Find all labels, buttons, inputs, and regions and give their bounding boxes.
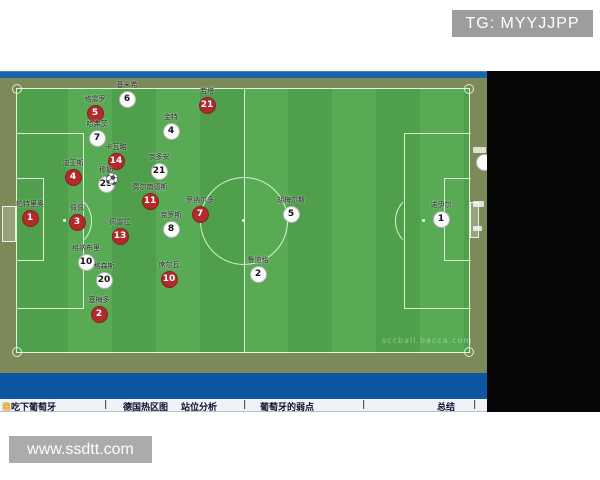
player-name-label: 费尔南德斯 bbox=[132, 182, 168, 191]
player-name-label: 诺伊尔 bbox=[430, 200, 452, 209]
penalty-box-right bbox=[404, 133, 471, 309]
player-marker-portugal-14: 14 卡瓦略 bbox=[106, 143, 127, 170]
player-name-label: 迪亚斯 bbox=[62, 158, 84, 167]
video-bottom-bar bbox=[0, 373, 487, 399]
player-marker-cutoff bbox=[475, 153, 487, 171]
corner-arc bbox=[464, 84, 474, 94]
player-marker-portugal-1: 1 帕特里奥 bbox=[16, 200, 44, 227]
goal-area-left bbox=[17, 178, 44, 261]
player-marker-portugal-21: 21 若塔 bbox=[198, 87, 216, 114]
player-marker-germany-1: 1 诺伊尔 bbox=[431, 201, 452, 228]
corner-arc bbox=[12, 347, 22, 357]
player-name-label: 卡瓦略 bbox=[105, 142, 127, 151]
player-name-label: 格纳布里 bbox=[72, 243, 100, 252]
cutoff-text-fragment bbox=[473, 201, 484, 207]
player-name-label: 罗纳尔多 bbox=[186, 195, 214, 204]
player-marker-germany-25: 25 穆勒 bbox=[97, 166, 115, 193]
player-marker-germany-2: 2 鲁迪格 bbox=[248, 256, 269, 283]
football-icon: ⚽ bbox=[105, 173, 119, 186]
chapter-separator: | bbox=[243, 400, 247, 410]
player-name-label: 鲁迪格 bbox=[247, 255, 269, 264]
player-name-label: 金特 bbox=[164, 112, 178, 121]
player-name-label: 穆勒 bbox=[99, 165, 113, 174]
player-marker-germany-6: 6 基米希 bbox=[117, 81, 138, 108]
chapter-tab[interactable]: 站位分析 bbox=[181, 403, 218, 412]
player-marker-germany-8: 8 克罗斯 bbox=[161, 211, 182, 238]
corner-arc bbox=[12, 84, 22, 94]
penalty-spot-left bbox=[63, 219, 66, 222]
chapter-separator: | bbox=[473, 400, 477, 410]
player-name-label: 胡梅尔斯 bbox=[277, 195, 305, 204]
player-marker-portugal-13: 13 佩雷拉 bbox=[110, 218, 131, 245]
video-top-bar bbox=[0, 71, 487, 78]
player-marker-germany-5: 5 胡梅尔斯 bbox=[277, 196, 305, 223]
player-marker-portugal-3: 3 佩佩 bbox=[68, 204, 86, 231]
video-letterbox bbox=[487, 71, 600, 412]
player-marker-portugal-7: 7 罗纳尔多 bbox=[186, 196, 214, 223]
player-name-label: 哈弗茨 bbox=[86, 119, 108, 128]
player-marker-portugal-10: 10 席尔瓦 bbox=[159, 261, 180, 288]
chapter-tab[interactable]: 稳吃下葡萄牙 bbox=[2, 403, 57, 412]
center-spot bbox=[242, 219, 245, 222]
player-name-label: 基米希 bbox=[116, 80, 138, 89]
player-marker-germany-21: 21 京多安 bbox=[149, 153, 170, 180]
chapter-tab[interactable]: 葡萄牙的弱点 bbox=[260, 403, 315, 412]
player-marker-portugal-5: 5 格雷罗 bbox=[85, 95, 106, 122]
pitch-watermark: sccball.bacca.com bbox=[382, 336, 473, 345]
chapter-tab[interactable]: 总结 bbox=[437, 403, 456, 412]
cutoff-text-fragment bbox=[473, 226, 482, 231]
video-frame[interactable]: sccball.bacca.com 1 帕特里奥 2 塞梅多 3 佩佩 4 迪亚斯 5 格雷罗 7 罗… bbox=[0, 71, 600, 412]
chapter-bar: 稳吃下葡萄牙 德国热区图 站位分析 葡萄牙的弱点 总结 | | | | bbox=[0, 399, 487, 412]
penalty-spot-right bbox=[422, 219, 425, 222]
goal-net-left bbox=[2, 206, 16, 242]
chapter-tab[interactable]: 德国热区图 bbox=[123, 403, 169, 412]
player-name-label: 佩雷拉 bbox=[109, 217, 131, 226]
player-marker-portugal-2: 2 塞梅多 bbox=[89, 296, 110, 323]
site-watermark: www.ssdtt.com bbox=[9, 436, 152, 463]
player-marker-germany-20: 20 格森斯 bbox=[94, 262, 115, 289]
chapter-separator: | bbox=[362, 400, 366, 410]
player-marker-portugal-11: 11 费尔南德斯 bbox=[133, 183, 168, 210]
player-name-label: 帕特里奥 bbox=[16, 199, 44, 208]
pitch-panel: sccball.bacca.com 1 帕特里奥 2 塞梅多 3 佩佩 4 迪亚斯 5 格雷罗 7 罗… bbox=[0, 71, 487, 412]
player-name-label: 京多安 bbox=[148, 152, 170, 161]
player-name-label: 若塔 bbox=[200, 86, 214, 95]
player-name-label: 佩佩 bbox=[70, 203, 84, 212]
player-name-label: 格森斯 bbox=[93, 261, 115, 270]
chapter-separator: | bbox=[104, 400, 108, 410]
cutoff-text-fragment bbox=[473, 147, 486, 153]
corner-arc bbox=[464, 347, 474, 357]
player-name-label: 塞梅多 bbox=[88, 295, 110, 304]
tg-watermark-badge: TG: MYYJJPP bbox=[452, 10, 593, 37]
player-name-label: 席尔瓦 bbox=[158, 260, 180, 269]
player-marker-germany-4: 4 金特 bbox=[162, 113, 180, 140]
player-marker-germany-7: 7 哈弗茨 bbox=[87, 120, 108, 147]
player-marker-germany-10: 10 格纳布里 bbox=[72, 244, 100, 271]
player-name-label: 克罗斯 bbox=[160, 210, 182, 219]
player-name-label: 格雷罗 bbox=[84, 94, 106, 103]
goal-net-right bbox=[470, 202, 479, 238]
player-marker-portugal-4: 4 迪亚斯 bbox=[63, 159, 84, 186]
